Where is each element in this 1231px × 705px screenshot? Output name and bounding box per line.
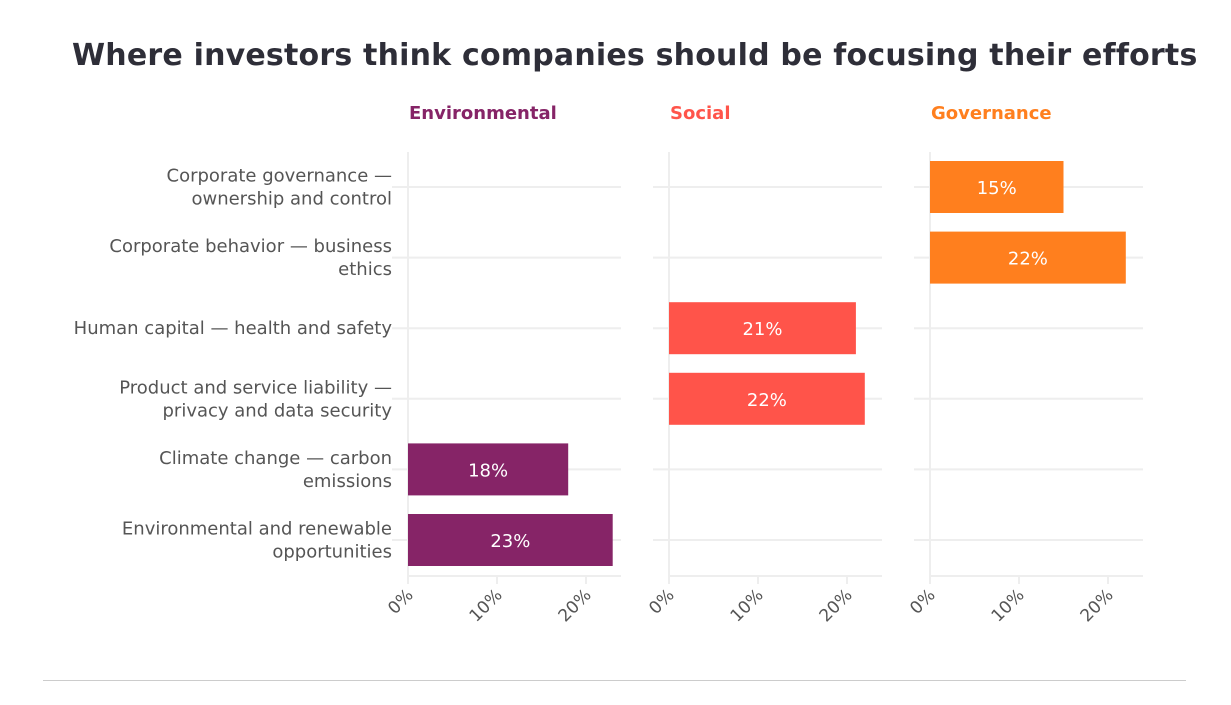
bar-governance bbox=[930, 161, 1064, 213]
panel-title: Social bbox=[670, 103, 731, 124]
bar-governance bbox=[930, 231, 1126, 284]
x-tick-label: 0% bbox=[906, 585, 939, 618]
divider bbox=[43, 680, 1186, 681]
category-label: Environmental and renewable opportunities bbox=[122, 519, 392, 563]
panel-title: Governance bbox=[931, 103, 1052, 124]
category-label: Corporate behavior — business ethics bbox=[109, 236, 392, 280]
chart-title: Where investors think companies should b… bbox=[72, 38, 1198, 73]
x-tick-label: 10% bbox=[466, 585, 507, 626]
bar-environmental bbox=[408, 443, 569, 496]
x-tick-label: 20% bbox=[1077, 585, 1118, 626]
panel-title: Environmental bbox=[409, 103, 557, 124]
x-tick-label: 20% bbox=[816, 585, 857, 626]
x-tick-label: 0% bbox=[384, 585, 417, 618]
x-tick-label: 0% bbox=[645, 585, 678, 618]
bar-social bbox=[669, 302, 856, 355]
data-label: 23% bbox=[490, 531, 530, 552]
x-tick-label: 10% bbox=[988, 585, 1029, 626]
data-label: 22% bbox=[747, 390, 787, 411]
bar-environmental bbox=[408, 514, 613, 566]
bar-social bbox=[669, 372, 865, 425]
x-tick-label: 20% bbox=[555, 585, 596, 626]
data-label: 21% bbox=[742, 319, 782, 340]
category-label: Corporate governance — ownership and cont… bbox=[167, 166, 393, 210]
data-label: 18% bbox=[468, 460, 508, 481]
data-label: 15% bbox=[977, 178, 1017, 199]
data-label: 22% bbox=[1008, 249, 1048, 270]
x-tick-label: 10% bbox=[727, 585, 768, 626]
category-label: Product and service liability — privacy a… bbox=[119, 377, 392, 421]
category-label: Climate change — carbon emissions bbox=[159, 448, 392, 492]
category-label: Human capital — health and safety bbox=[74, 318, 393, 339]
